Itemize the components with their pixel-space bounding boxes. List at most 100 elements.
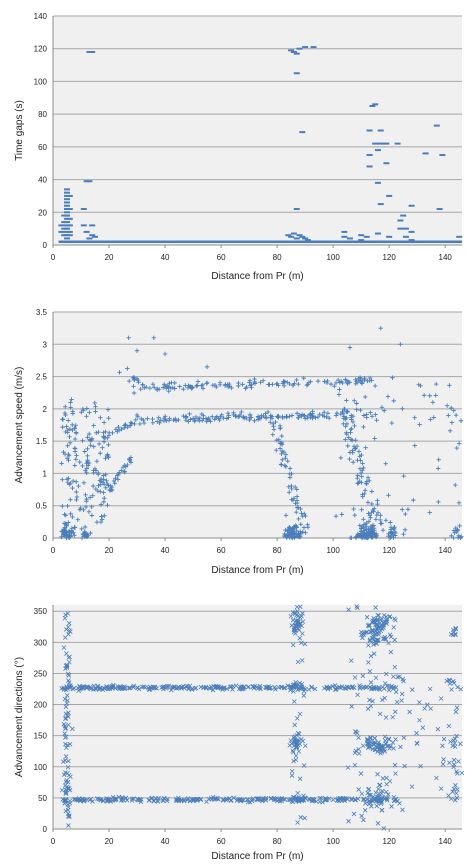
data-point: [174, 686, 179, 691]
data-point: [363, 488, 368, 493]
data-point: [325, 411, 331, 416]
data-point: [279, 433, 284, 439]
data-point: [453, 709, 459, 715]
data-point: [219, 412, 224, 418]
data-point: [62, 527, 67, 532]
data-point: [358, 531, 363, 536]
data-point: [64, 791, 69, 796]
data-point: [105, 435, 110, 441]
data-point: [454, 445, 460, 451]
data-point: [72, 436, 78, 442]
data-point: [359, 507, 364, 512]
data-point: [210, 794, 216, 800]
data-point: [115, 684, 121, 689]
data-point: [356, 746, 361, 752]
data-point: [86, 431, 92, 437]
data-point: [354, 730, 360, 736]
data-point: [451, 738, 456, 743]
data-point: [277, 446, 283, 451]
data-point: [353, 797, 358, 803]
data-point: [292, 611, 298, 617]
data-point: [64, 477, 70, 482]
data-point: [375, 612, 381, 618]
data-point: [360, 494, 365, 499]
data-point: [68, 400, 73, 405]
data-point: [303, 530, 308, 535]
data-point: [212, 382, 218, 388]
data-point: [374, 417, 379, 423]
data-point: [321, 414, 327, 419]
data-point: [367, 744, 372, 750]
data-point: [246, 684, 251, 689]
data-point: [450, 789, 455, 794]
direction-chart: 0 50 100 150 200 250 300 350 0 20 40 60 80 100 120 140 D…: [14, 604, 465, 862]
data-point: [160, 385, 166, 390]
data-point: [101, 473, 106, 478]
data-point: [383, 518, 389, 523]
data-point: [63, 791, 68, 796]
data-point: [336, 798, 342, 804]
data-point: [106, 686, 112, 691]
data-point: [453, 482, 458, 488]
data-point: [375, 771, 380, 777]
data-point: [119, 795, 125, 800]
data-point: [298, 506, 303, 512]
data-point: [382, 695, 387, 701]
data-point: [184, 414, 189, 420]
data-point: [288, 687, 293, 693]
data-point: [359, 381, 365, 386]
data-point: [459, 770, 465, 776]
data-point: [283, 456, 288, 461]
data-point: [65, 503, 70, 509]
data-point: [285, 380, 290, 385]
data-point: [68, 405, 73, 410]
data-point: [421, 393, 427, 398]
data-point: [139, 416, 144, 422]
data-point: [458, 418, 464, 423]
data-point: [452, 530, 457, 536]
data-point: [65, 770, 70, 776]
data-point: [76, 483, 81, 489]
y-tick-label: 250: [34, 669, 48, 678]
data-point: [112, 685, 118, 691]
data-point: [65, 764, 71, 770]
data-point: [366, 519, 372, 524]
data-point: [287, 466, 293, 471]
data-point: [83, 468, 88, 473]
data-point: [122, 425, 127, 431]
data-point: [302, 511, 307, 517]
data-point: [356, 449, 362, 454]
data-point: [382, 408, 387, 413]
data-point: [380, 636, 386, 642]
data-point: [279, 796, 285, 801]
y-tick-label: 140: [34, 12, 48, 21]
data-point: [224, 797, 230, 802]
data-point: [130, 796, 135, 802]
data-point: [433, 393, 438, 398]
data-point: [278, 425, 283, 431]
data-point: [295, 798, 300, 803]
data-point: [389, 532, 394, 538]
data-point: [369, 628, 375, 634]
x-tick-label: 60: [217, 253, 226, 262]
data-point: [351, 811, 357, 817]
data-point: [388, 520, 393, 525]
data-point: [176, 797, 181, 803]
data-point: [453, 783, 458, 788]
data-point: [299, 658, 305, 663]
data-point: [110, 794, 116, 800]
data-point: [200, 382, 205, 388]
data-point: [371, 740, 376, 745]
data-point: [353, 437, 358, 443]
data-point: [281, 533, 287, 539]
x-tick-label: 60: [217, 546, 226, 555]
data-point: [409, 687, 415, 692]
data-point: [61, 645, 67, 650]
data-point: [287, 381, 292, 387]
data-point: [127, 457, 132, 462]
data-point: [103, 472, 108, 477]
data-point: [289, 768, 295, 774]
y-tick-label: 150: [34, 732, 48, 741]
data-point: [370, 620, 375, 625]
data-point: [383, 715, 389, 720]
